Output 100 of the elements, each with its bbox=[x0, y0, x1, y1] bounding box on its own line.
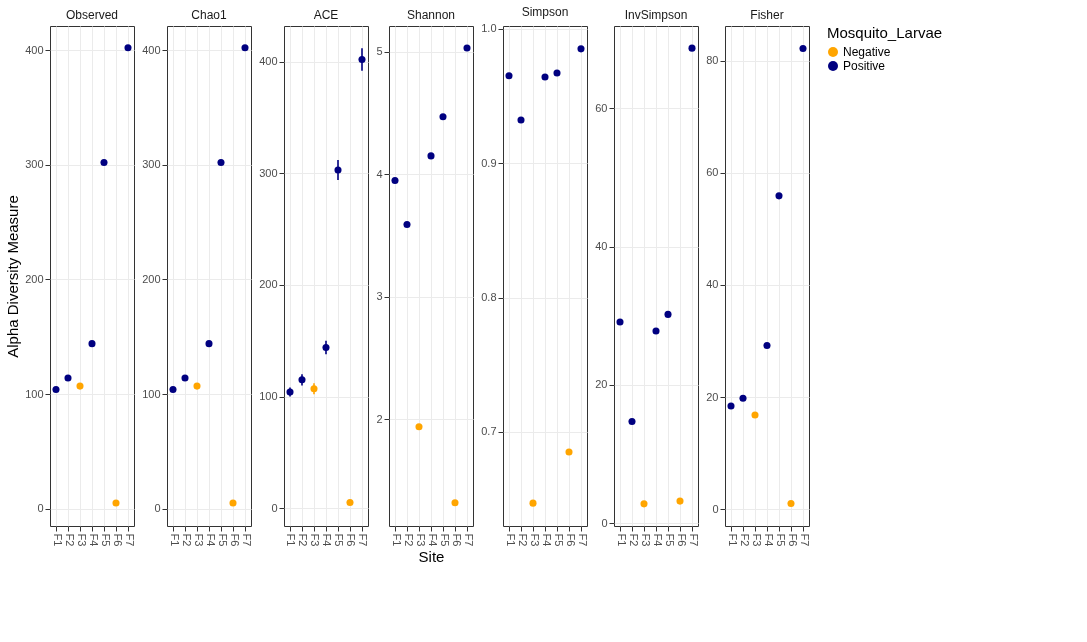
y-tick-label: 300 bbox=[25, 158, 44, 171]
point bbox=[64, 374, 72, 382]
point bbox=[775, 192, 783, 200]
x-tick-label: F6 bbox=[111, 533, 124, 547]
point bbox=[217, 158, 225, 166]
point bbox=[541, 73, 549, 81]
x-tick-label: F1 bbox=[51, 533, 64, 547]
x-tick-label: F5 bbox=[333, 533, 345, 547]
x-tick-label: F5 bbox=[438, 533, 451, 547]
point bbox=[415, 423, 423, 431]
y-tick-label: 5 bbox=[376, 45, 383, 58]
x-tick-label: F5 bbox=[774, 533, 787, 547]
x-tick-label: F1 bbox=[285, 533, 297, 547]
x-tick-label: F1 bbox=[615, 533, 628, 547]
chart-title: Observed bbox=[65, 8, 119, 22]
y-tick-label: 80 bbox=[706, 54, 719, 67]
y-tick-label: 100 bbox=[25, 387, 44, 400]
point bbox=[391, 176, 399, 184]
y-tick-label: 0.9 bbox=[481, 156, 497, 169]
y-tick-label: 20 bbox=[595, 378, 608, 391]
x-tick-label: F6 bbox=[564, 533, 577, 547]
x-tick-label: F2 bbox=[63, 533, 76, 547]
point bbox=[652, 327, 660, 335]
point bbox=[676, 497, 684, 505]
y-tick-label: 3 bbox=[376, 290, 383, 303]
point bbox=[205, 340, 213, 348]
point bbox=[517, 116, 525, 124]
x-tick-label: F7 bbox=[687, 533, 700, 547]
y-tick-label: 0 bbox=[712, 502, 719, 515]
x-tick-label: F2 bbox=[297, 533, 309, 547]
point bbox=[505, 72, 513, 80]
x-tick-label: F4 bbox=[540, 533, 553, 547]
point bbox=[688, 44, 696, 52]
x-axis-title: Site bbox=[418, 548, 445, 566]
point bbox=[358, 55, 366, 64]
y-tick-label: 0 bbox=[271, 501, 278, 514]
point bbox=[427, 152, 435, 160]
point bbox=[334, 166, 342, 174]
point bbox=[52, 386, 60, 394]
y-tick-label: 100 bbox=[259, 390, 278, 403]
x-tick-label: F4 bbox=[426, 533, 439, 547]
y-tick-label: 60 bbox=[706, 166, 719, 179]
y-tick-label: 400 bbox=[25, 43, 44, 56]
x-tick-label: F4 bbox=[87, 533, 100, 547]
point bbox=[799, 44, 807, 52]
x-tick-label: F4 bbox=[321, 533, 333, 547]
y-axis-title: Alpha Diversity Measure bbox=[4, 195, 22, 358]
x-tick-label: F3 bbox=[639, 533, 652, 547]
x-tick-label: F6 bbox=[675, 533, 688, 547]
x-tick-label: F4 bbox=[204, 533, 217, 547]
y-tick-label: 0 bbox=[154, 502, 161, 515]
x-tick-label: F2 bbox=[738, 533, 751, 547]
x-tick-label: F5 bbox=[99, 533, 112, 547]
chart-title: ACE bbox=[313, 8, 339, 22]
point bbox=[739, 394, 747, 402]
point bbox=[169, 386, 177, 394]
x-tick-label: F2 bbox=[516, 533, 529, 547]
point bbox=[553, 69, 561, 77]
y-tick-label: 4 bbox=[376, 167, 383, 180]
x-tick-label: F5 bbox=[663, 533, 676, 547]
x-tick-label: F3 bbox=[75, 533, 88, 547]
y-tick-label: 20 bbox=[706, 390, 719, 403]
x-tick-label: F7 bbox=[357, 533, 369, 547]
y-tick-label: 0.7 bbox=[481, 425, 497, 438]
y-tick-label: 0 bbox=[37, 502, 44, 515]
y-tick-label: 1.0 bbox=[481, 22, 497, 35]
y-tick-label: 60 bbox=[595, 101, 608, 114]
chart-title: Shannon bbox=[406, 8, 456, 22]
point bbox=[322, 343, 330, 351]
y-tick-label: 100 bbox=[142, 387, 161, 400]
x-tick-label: F6 bbox=[345, 533, 357, 547]
x-tick-label: F7 bbox=[798, 533, 811, 547]
y-tick-label: 0 bbox=[601, 516, 608, 529]
x-tick-label: F2 bbox=[627, 533, 640, 547]
x-tick-label: F2 bbox=[180, 533, 193, 547]
x-tick-label: F6 bbox=[228, 533, 241, 547]
point bbox=[727, 402, 735, 410]
point bbox=[241, 44, 249, 52]
x-tick-label: F4 bbox=[651, 533, 664, 547]
point bbox=[439, 113, 447, 121]
legend-label: Positive bbox=[843, 59, 886, 73]
y-tick-label: 400 bbox=[259, 55, 278, 68]
point bbox=[112, 499, 120, 507]
x-tick-label: F5 bbox=[216, 533, 229, 547]
y-tick-label: 200 bbox=[142, 272, 161, 285]
y-tick-label: 400 bbox=[142, 43, 161, 56]
point bbox=[565, 448, 573, 456]
x-tick-label: F5 bbox=[552, 533, 565, 547]
x-tick-label: F4 bbox=[762, 533, 775, 547]
point bbox=[100, 158, 108, 166]
point bbox=[787, 500, 795, 508]
y-tick-label: 2 bbox=[376, 412, 383, 425]
y-tick-label: 200 bbox=[259, 278, 278, 291]
x-tick-label: F1 bbox=[504, 533, 517, 547]
x-tick-label: F6 bbox=[786, 533, 799, 547]
chart-title: Fisher bbox=[750, 8, 784, 22]
y-tick-label: 40 bbox=[706, 278, 719, 291]
point bbox=[88, 340, 96, 348]
x-tick-label: F6 bbox=[450, 533, 463, 547]
point bbox=[181, 374, 189, 382]
